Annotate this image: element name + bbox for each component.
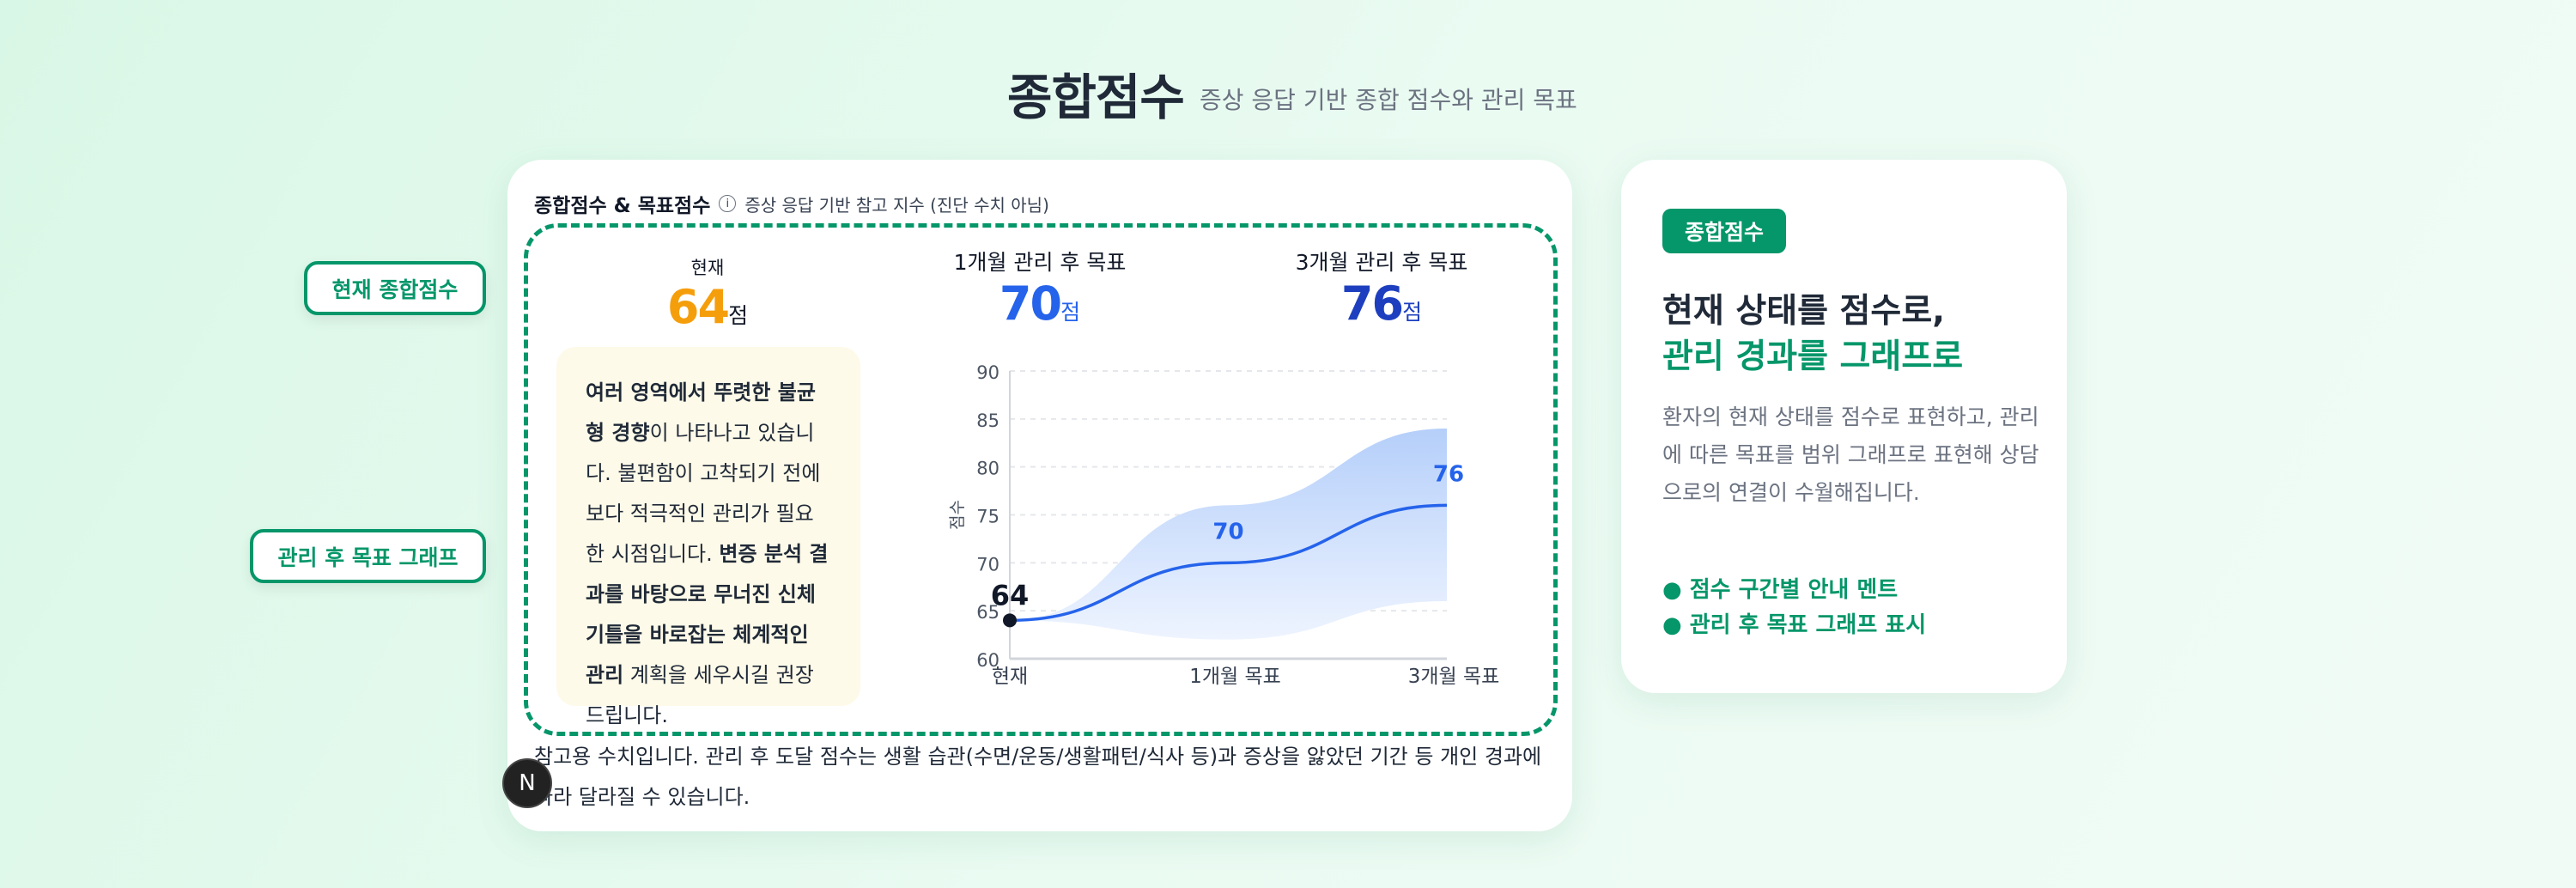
score-unit: 점 bbox=[1402, 300, 1423, 325]
score-label: 현재 bbox=[690, 258, 725, 278]
card-note: 증상 응답 기반 참고 지수 (진단 수치 아님) bbox=[744, 194, 1049, 216]
data-label: 64 bbox=[991, 579, 1030, 611]
feature-card: 종합점수 현재 상태를 점수로, 관리 경과를 그래프로 환자의 현재 상태를 … bbox=[1621, 160, 2067, 693]
data-label: 76 bbox=[1433, 461, 1464, 487]
score-value: 64 bbox=[666, 280, 730, 334]
score-1month: 1개월 관리 후 목표 70점 bbox=[954, 246, 1127, 331]
feature-heading-accent: 관리 경과를 그래프로 bbox=[1662, 338, 1964, 376]
page-title: 종합점수 bbox=[1007, 70, 1185, 126]
x-tick-label: 현재 bbox=[992, 666, 1028, 688]
card-header: 종합점수 & 목표점수 i 증상 응답 기반 참고 지수 (진단 수치 아님) bbox=[534, 189, 1049, 218]
n-badge[interactable]: N bbox=[502, 758, 552, 808]
callout-target-graph: 관리 후 목표 그래프 bbox=[250, 529, 486, 583]
feature-bullet: ● 관리 후 목표 그래프 표시 bbox=[1662, 612, 1927, 638]
y-tick-label: 75 bbox=[976, 507, 999, 527]
y-tick-label: 65 bbox=[976, 602, 999, 623]
y-tick-label: 70 bbox=[976, 554, 999, 575]
score-label: 1개월 관리 후 목표 bbox=[953, 250, 1127, 275]
feature-heading: 현재 상태를 점수로, bbox=[1662, 292, 1946, 331]
score-line bbox=[1009, 503, 1448, 623]
score-target-chart: 60 65 70 75 80 85 90 64 70 76 현재 1개월 목표 3개월 목표 점수 bbox=[948, 362, 1500, 688]
message-bold: 여러 영역에서 뚜렷한 불균형 경향 bbox=[586, 380, 816, 445]
highlight-dashed-frame bbox=[524, 223, 1558, 736]
y-tick-label: 80 bbox=[976, 459, 999, 479]
data-label: 70 bbox=[1212, 519, 1243, 544]
x-tick-label: 1개월 목표 bbox=[1189, 666, 1281, 688]
message-text: 이 나타나고 있습니다. 불편함이 고착되기 전에 보다 적극적인 관리가 필요… bbox=[586, 421, 821, 566]
y-tick-label: 85 bbox=[976, 411, 999, 431]
y-tick-label: 90 bbox=[976, 362, 999, 383]
message-text: 계획을 세우시길 권장드립니다. bbox=[586, 663, 814, 727]
feature-bullet: ● 점수 구간별 안내 멘트 bbox=[1662, 577, 1899, 603]
callout-current-score: 현재 종합점수 bbox=[304, 261, 486, 315]
message-bold: 변증 분석 결과를 바탕으로 무너진 신체 기틀을 바로잡는 체계적인 관리 bbox=[586, 542, 829, 687]
score-3month: 3개월 관리 후 목표 76점 bbox=[1296, 246, 1468, 331]
card-title: 종합점수 & 목표점수 bbox=[534, 195, 711, 217]
score-unit: 점 bbox=[728, 303, 749, 328]
score-current: 현재 64점 bbox=[667, 254, 748, 334]
x-tick-label: 3개월 목표 bbox=[1408, 666, 1500, 688]
feature-badge: 종합점수 bbox=[1662, 209, 1786, 253]
y-tick-label: 60 bbox=[976, 650, 999, 671]
score-card: 종합점수 & 목표점수 i 증상 응답 기반 참고 지수 (진단 수치 아님) … bbox=[502, 160, 1572, 831]
score-value: 76 bbox=[1340, 277, 1404, 331]
score-value: 70 bbox=[999, 277, 1062, 331]
footnote: 참고용 수치입니다. 관리 후 도달 점수는 생활 습관(수면/운동/생활패턴/… bbox=[534, 745, 1542, 809]
y-axis-label: 점수 bbox=[948, 500, 967, 530]
page-subtitle: 증상 응답 기반 종합 점수와 관리 목표 bbox=[1200, 86, 1577, 114]
score-unit: 점 bbox=[1060, 300, 1081, 325]
current-point bbox=[1003, 613, 1017, 628]
target-range-band bbox=[1010, 429, 1447, 640]
feature-description: 환자의 현재 상태를 점수로 표현하고, 관리에 따른 목표를 범위 그래프로 … bbox=[1662, 404, 2039, 505]
info-icon[interactable]: i bbox=[719, 195, 737, 212]
score-label: 3개월 관리 후 목표 bbox=[1295, 250, 1468, 275]
score-message-box: 여러 영역에서 뚜렷한 불균형 경향이 나타나고 있습니다. 불편함이 고착되기… bbox=[556, 347, 860, 727]
